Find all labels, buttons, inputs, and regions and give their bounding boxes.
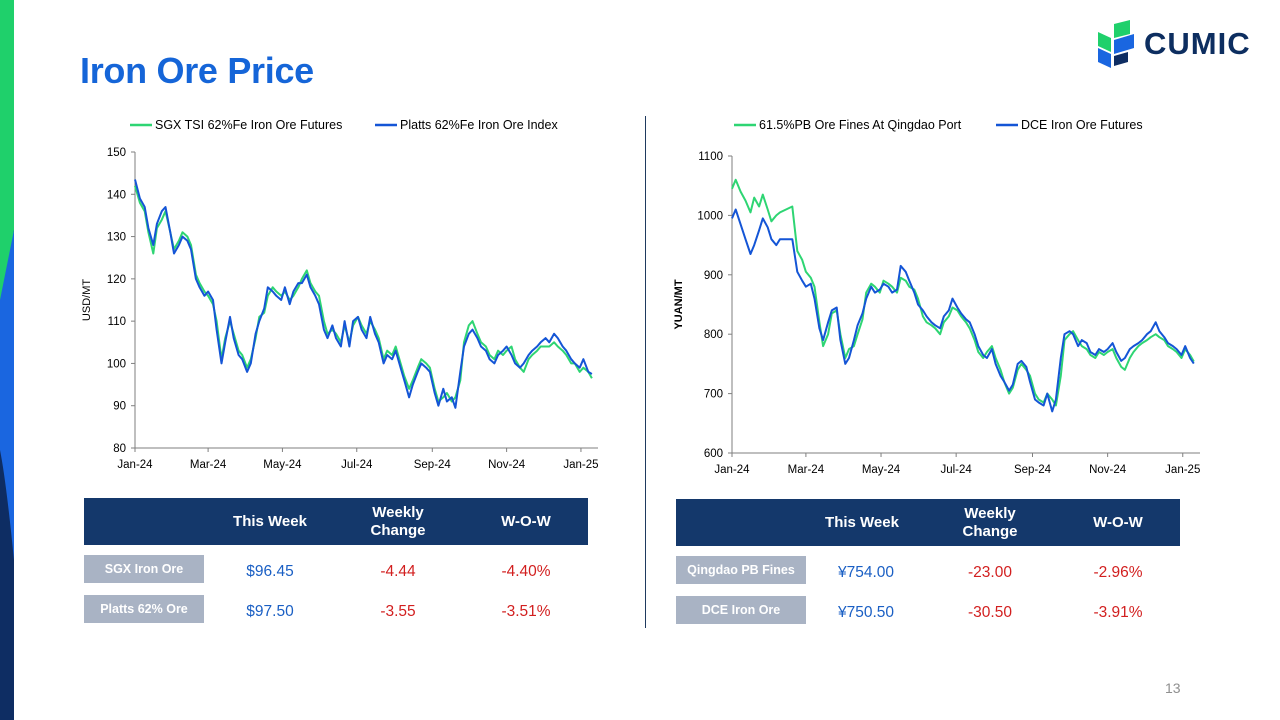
qingdao-dce-chart: 61.5%PB Ore Fines At Qingdao Port DCE Iro…: [662, 110, 1222, 480]
x-tick-label: Nov-24: [1089, 464, 1127, 476]
wow-value: -4.40%: [501, 563, 551, 580]
vertical-divider: [645, 116, 646, 628]
series-line-green: [731, 178, 1195, 407]
weekly-change-value: -23.00: [968, 564, 1012, 581]
x-tick-label: Jan-24: [117, 459, 153, 471]
y-tick-label: 120: [107, 274, 126, 286]
x-tick-label: Sep-24: [414, 459, 452, 471]
x-tick-label: Nov-24: [488, 459, 526, 471]
weekly-change-value: -4.44: [380, 563, 416, 580]
header-wow: W-O-W: [1093, 513, 1143, 531]
this-week-value: ¥754.00: [837, 564, 895, 581]
y-tick-label: 1000: [697, 210, 723, 222]
legend-label: DCE Iron Ore Futures: [1021, 118, 1143, 132]
row-label-qingdao-pb-fines: Qingdao PB Fines: [676, 556, 806, 584]
wow-value: -3.91%: [1093, 604, 1143, 621]
header-weekly-change: Weekly Change: [962, 504, 1018, 540]
x-tick-label: Jan-25: [563, 459, 598, 471]
x-tick-label: Mar-24: [788, 464, 825, 476]
side-accent-bar: [0, 0, 14, 720]
table-row: Platts 62% Ore $97.50 -3.55 -3.51%: [84, 595, 588, 637]
table-header: This Week Weekly Change W-O-W: [84, 498, 588, 545]
sgx-platts-chart-svg: SGX TSI 62%Fe Iron Ore Futures Platts 62%…: [81, 118, 599, 471]
header-wow: W-O-W: [501, 512, 551, 530]
legend-label: 61.5%PB Ore Fines At Qingdao Port: [759, 118, 962, 132]
table-row: DCE Iron Ore ¥750.50 -30.50 -3.91%: [676, 596, 1180, 638]
x-tick-label: May-24: [263, 459, 302, 471]
header-weekly-change: Weekly Change: [370, 503, 426, 539]
weekly-change-value: -3.55: [380, 603, 416, 620]
x-tick-label: Jul-24: [341, 459, 373, 471]
this-week-value: $96.45: [246, 563, 294, 580]
y-tick-label: 800: [704, 329, 723, 341]
y-tick-label: 1100: [698, 151, 723, 163]
row-label-platts-62-ore: Platts 62% Ore: [84, 595, 204, 623]
series-line-blue: [134, 179, 593, 409]
header-this-week: This Week: [825, 513, 899, 531]
y-tick-label: 900: [704, 270, 723, 282]
this-week-value: $97.50: [246, 603, 294, 620]
cumic-logo: CUMIC: [1096, 20, 1266, 70]
sgx-platts-chart: SGX TSI 62%Fe Iron Ore Futures Platts 62%…: [70, 110, 630, 480]
page-title: Iron Ore Price: [80, 50, 314, 91]
cumic-logo-mark-icon: [1098, 20, 1134, 68]
series-line-blue: [731, 208, 1195, 413]
weekly-change-value: -30.50: [968, 604, 1012, 621]
table-row: Qingdao PB Fines ¥754.00 -23.00 -2.96%: [676, 556, 1180, 598]
row-label-sgx-iron-ore: SGX Iron Ore: [84, 555, 204, 583]
y-tick-label: 80: [113, 443, 126, 455]
table-header: This Week Weekly Change W-O-W: [676, 499, 1180, 546]
table-row: SGX Iron Ore $96.45 -4.44 -4.40%: [84, 555, 588, 597]
cumic-logo-text: CUMIC: [1144, 26, 1251, 61]
x-tick-label: Jan-25: [1165, 464, 1200, 476]
y-tick-label: 700: [704, 389, 723, 401]
row-label-dce-iron-ore: DCE Iron Ore: [676, 596, 806, 624]
this-week-value: ¥750.50: [837, 604, 895, 621]
y-tick-label: 130: [107, 232, 126, 244]
x-tick-label: Jan-24: [714, 464, 750, 476]
usd-price-table: This Week Weekly Change W-O-W SGX Iron O…: [84, 498, 588, 637]
wow-value: -2.96%: [1093, 564, 1143, 581]
series-line-green: [134, 185, 593, 403]
y-tick-label: 600: [704, 448, 723, 460]
x-tick-label: May-24: [862, 464, 901, 476]
legend-label: Platts 62%Fe Iron Ore Index: [400, 118, 558, 132]
header-this-week: This Week: [233, 512, 307, 530]
y-axis-label: USD/MT: [81, 279, 93, 321]
cny-price-table: This Week Weekly Change W-O-W Qingdao PB…: [676, 499, 1180, 638]
y-axis-label: YUAN/MT: [673, 279, 685, 329]
x-tick-label: Sep-24: [1014, 464, 1052, 476]
y-tick-label: 90: [113, 401, 126, 413]
page-number: 13: [1165, 680, 1181, 696]
x-tick-label: Mar-24: [190, 459, 227, 471]
y-tick-label: 150: [107, 147, 126, 159]
y-tick-label: 110: [108, 316, 126, 328]
y-tick-label: 140: [107, 189, 126, 201]
x-tick-label: Jul-24: [940, 464, 972, 476]
qingdao-dce-chart-svg: 61.5%PB Ore Fines At Qingdao Port DCE Iro…: [673, 118, 1200, 476]
wow-value: -3.51%: [501, 603, 551, 620]
legend-label: SGX TSI 62%Fe Iron Ore Futures: [155, 118, 342, 132]
y-tick-label: 100: [107, 358, 126, 370]
